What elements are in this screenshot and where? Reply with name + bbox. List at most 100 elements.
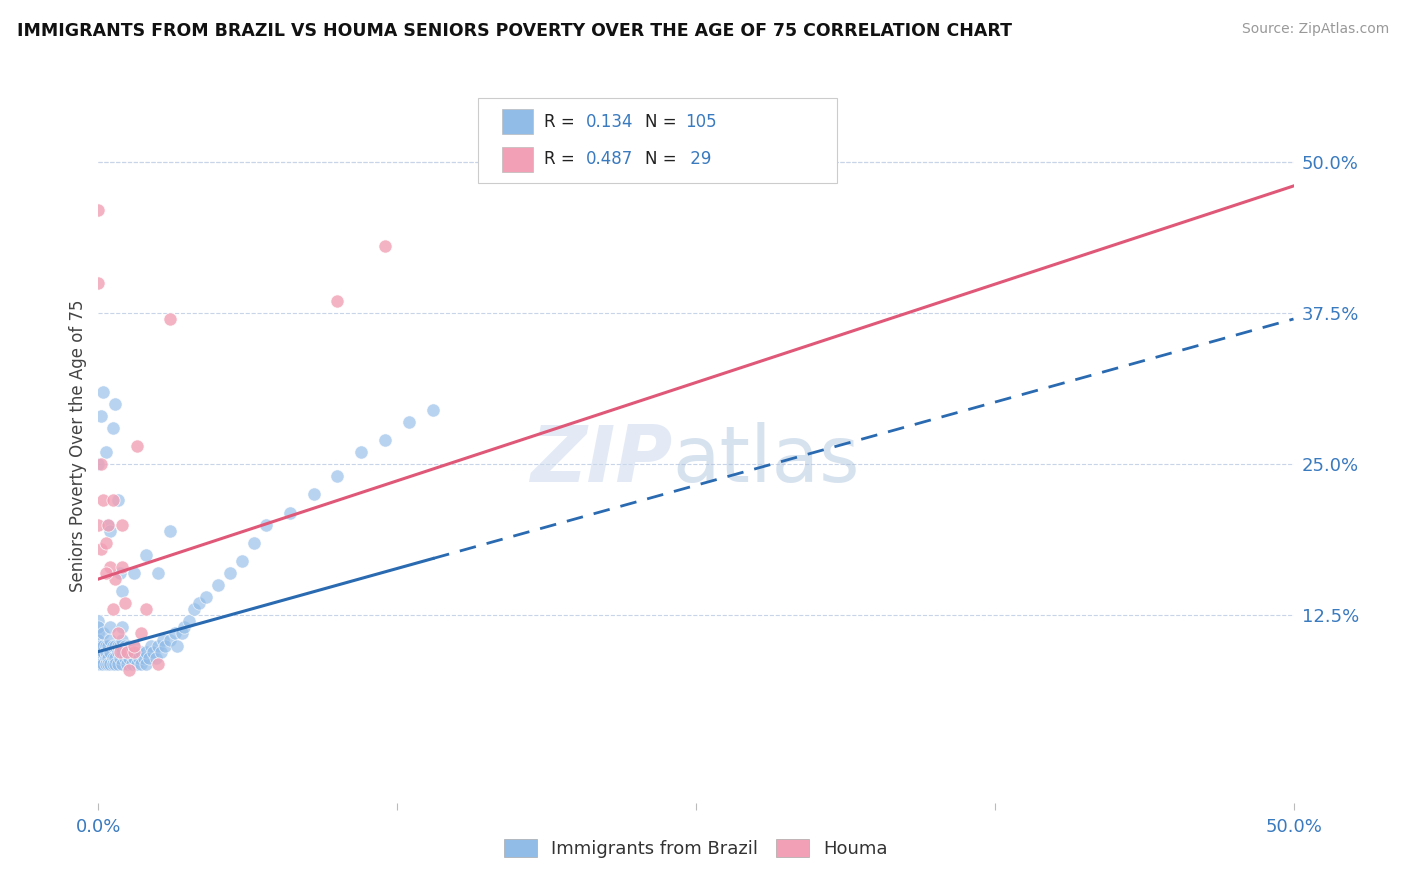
Point bbox=[135, 657, 157, 671]
Text: 0.487: 0.487 bbox=[586, 151, 634, 169]
Point bbox=[124, 639, 146, 653]
Point bbox=[148, 639, 170, 653]
Point bbox=[132, 650, 155, 665]
Point bbox=[91, 626, 114, 640]
Point bbox=[98, 524, 122, 538]
Point bbox=[101, 493, 124, 508]
Point bbox=[91, 639, 114, 653]
Point bbox=[94, 639, 117, 653]
Point bbox=[87, 276, 110, 290]
Point bbox=[422, 402, 444, 417]
Point bbox=[159, 632, 181, 647]
Point bbox=[97, 517, 120, 532]
Point bbox=[94, 535, 117, 549]
Point bbox=[91, 657, 114, 671]
Point bbox=[90, 657, 112, 671]
Point bbox=[128, 650, 150, 665]
Point bbox=[207, 578, 229, 592]
Legend: Immigrants from Brazil, Houma: Immigrants from Brazil, Houma bbox=[498, 831, 894, 865]
Text: N =: N = bbox=[645, 112, 682, 130]
Point bbox=[90, 457, 112, 471]
Point bbox=[108, 650, 131, 665]
Point bbox=[179, 615, 201, 629]
Point bbox=[159, 524, 181, 538]
Point bbox=[107, 626, 129, 640]
Point bbox=[91, 493, 114, 508]
Point bbox=[91, 384, 114, 399]
Point bbox=[124, 639, 146, 653]
Point bbox=[94, 657, 117, 671]
Point bbox=[148, 657, 170, 671]
Point bbox=[104, 397, 127, 411]
Point bbox=[131, 645, 153, 659]
Point bbox=[111, 632, 134, 647]
Point bbox=[138, 650, 160, 665]
Text: R =: R = bbox=[544, 112, 581, 130]
Text: atlas: atlas bbox=[672, 422, 859, 499]
Point bbox=[124, 650, 146, 665]
Point bbox=[302, 487, 325, 501]
Text: IMMIGRANTS FROM BRAZIL VS HOUMA SENIORS POVERTY OVER THE AGE OF 75 CORRELATION C: IMMIGRANTS FROM BRAZIL VS HOUMA SENIORS … bbox=[17, 22, 1012, 40]
Point bbox=[111, 517, 134, 532]
Point bbox=[101, 421, 124, 435]
Point bbox=[326, 469, 349, 483]
Point bbox=[94, 566, 117, 580]
Point bbox=[148, 566, 170, 580]
Point bbox=[115, 645, 138, 659]
Point bbox=[125, 439, 148, 453]
Text: 105: 105 bbox=[685, 112, 716, 130]
Point bbox=[94, 645, 117, 659]
Point bbox=[87, 517, 110, 532]
Point bbox=[90, 409, 112, 423]
Point bbox=[114, 650, 136, 665]
Point bbox=[97, 517, 120, 532]
Point bbox=[173, 620, 195, 634]
Point bbox=[97, 657, 120, 671]
Point bbox=[87, 457, 110, 471]
Point bbox=[350, 445, 373, 459]
Point bbox=[125, 645, 148, 659]
Point bbox=[104, 572, 127, 586]
Point bbox=[326, 293, 349, 308]
Point bbox=[219, 566, 242, 580]
Point bbox=[118, 639, 141, 653]
Point bbox=[111, 560, 134, 574]
Point bbox=[91, 645, 114, 659]
Point bbox=[107, 645, 129, 659]
Point bbox=[87, 645, 110, 659]
Point bbox=[135, 548, 157, 562]
Point bbox=[104, 650, 127, 665]
Point bbox=[183, 602, 205, 616]
Text: ZIP: ZIP bbox=[530, 422, 672, 499]
Point bbox=[90, 650, 112, 665]
Point bbox=[97, 650, 120, 665]
Point bbox=[94, 445, 117, 459]
Point bbox=[195, 590, 218, 604]
Point bbox=[101, 639, 124, 653]
Text: 0.134: 0.134 bbox=[586, 112, 634, 130]
Point bbox=[374, 239, 396, 253]
Point bbox=[87, 203, 110, 218]
Point bbox=[98, 657, 122, 671]
Point bbox=[139, 639, 162, 653]
Point bbox=[90, 639, 112, 653]
Text: Source: ZipAtlas.com: Source: ZipAtlas.com bbox=[1241, 22, 1389, 37]
Point bbox=[94, 650, 117, 665]
Point bbox=[111, 620, 134, 634]
Point bbox=[87, 632, 110, 647]
Point bbox=[155, 639, 177, 653]
Point bbox=[243, 535, 266, 549]
Point bbox=[163, 626, 186, 640]
Point bbox=[145, 650, 167, 665]
Text: N =: N = bbox=[645, 151, 682, 169]
Point bbox=[90, 645, 112, 659]
Point bbox=[97, 639, 120, 653]
Point bbox=[87, 615, 110, 629]
Point bbox=[114, 596, 136, 610]
Point bbox=[108, 645, 131, 659]
Point bbox=[104, 657, 127, 671]
Point bbox=[87, 650, 110, 665]
Point bbox=[121, 645, 143, 659]
Point bbox=[166, 639, 188, 653]
Point bbox=[107, 639, 129, 653]
